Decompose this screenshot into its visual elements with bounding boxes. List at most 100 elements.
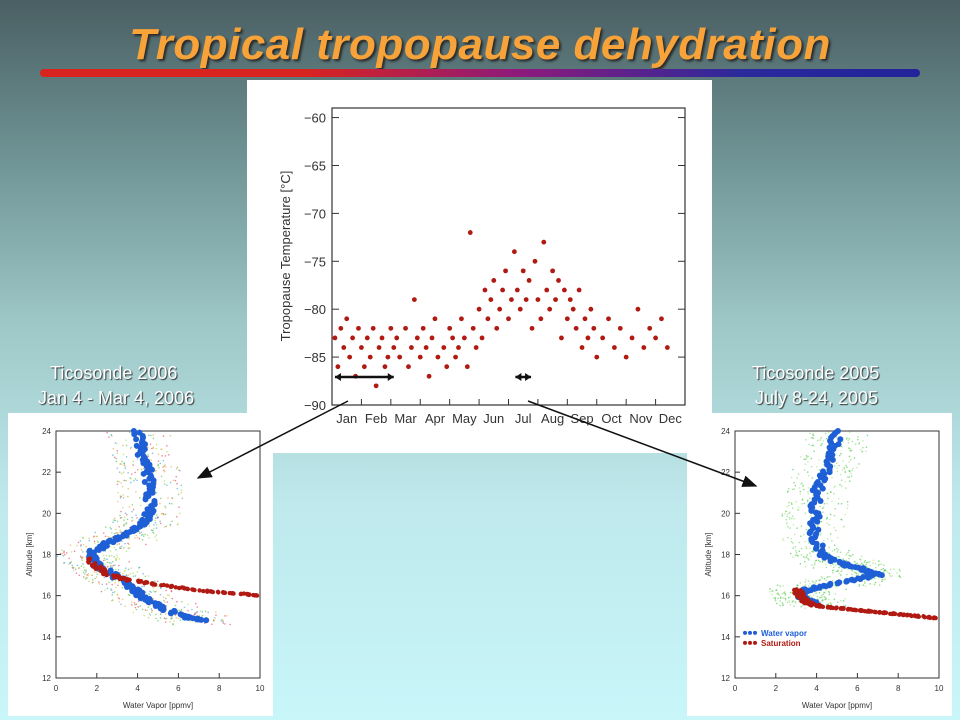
x-tick-label: 6 (855, 684, 860, 693)
data-point (556, 278, 561, 283)
data-point (544, 287, 550, 293)
data-point (867, 609, 872, 614)
data-point (222, 590, 228, 596)
data-point (149, 489, 156, 496)
data-point (86, 560, 92, 565)
data-point (819, 542, 826, 549)
data-point (164, 583, 170, 588)
data-point (464, 364, 470, 370)
y-tick-label: 20 (721, 509, 730, 518)
x-tick-label: Dec (659, 411, 683, 426)
data-point (841, 562, 848, 569)
data-point (826, 469, 833, 476)
data-point (370, 325, 376, 331)
data-point (359, 345, 364, 350)
data-point (491, 278, 497, 283)
data-point (125, 578, 130, 583)
data-point (409, 345, 414, 350)
x-tick-label: 6 (176, 684, 181, 693)
y-tick-label: 22 (721, 468, 730, 477)
data-point (814, 518, 821, 525)
x-tick-label: 0 (54, 684, 59, 693)
data-point (367, 354, 373, 360)
data-point (136, 579, 141, 585)
data-point (509, 297, 514, 303)
data-point (564, 316, 570, 322)
data-point (152, 582, 158, 587)
data-point (594, 354, 600, 360)
data-point (168, 584, 174, 590)
data-point (231, 591, 236, 596)
data-point (922, 615, 927, 620)
data-point (476, 306, 482, 312)
data-point (173, 585, 178, 590)
y-tick-label: 14 (721, 633, 730, 642)
data-point (659, 316, 664, 322)
data-point (356, 325, 361, 331)
data-point (641, 345, 647, 350)
x-tick-label: 4 (814, 684, 819, 693)
data-point (246, 592, 251, 598)
data-point (532, 258, 538, 264)
data-point (629, 335, 635, 341)
data-point (821, 477, 828, 484)
data-point (361, 364, 367, 370)
data-point (435, 354, 441, 360)
data-point (423, 345, 429, 350)
data-point (526, 278, 532, 283)
data-point (470, 325, 476, 331)
x-tick-label: 2 (774, 684, 779, 693)
data-point (858, 608, 864, 614)
data-point (376, 345, 382, 350)
right-caption-line2: July 8-24, 2005 (755, 388, 879, 408)
data-point (511, 249, 517, 255)
data-point (140, 470, 147, 477)
data-point (432, 316, 438, 322)
data-point (816, 552, 823, 559)
data-point (453, 354, 458, 360)
data-point (450, 335, 456, 341)
x-tick-label: 10 (256, 684, 265, 693)
data-point (570, 306, 576, 312)
data-point (635, 306, 641, 312)
data-point (653, 335, 658, 341)
data-point (364, 335, 370, 341)
data-point (117, 576, 122, 582)
data-point (927, 615, 933, 621)
x-tick-label: 4 (135, 684, 140, 693)
data-point (110, 539, 117, 546)
data-point (134, 451, 141, 458)
data-point (845, 607, 851, 612)
data-point (822, 583, 829, 590)
data-point (131, 431, 138, 438)
x-tick-label: Aug (541, 411, 564, 426)
data-point (391, 345, 397, 350)
data-point (523, 297, 529, 303)
y-tick-label: 22 (42, 468, 51, 477)
data-point (444, 364, 450, 370)
y-tick-label: 18 (721, 551, 730, 560)
chart-background (247, 80, 712, 453)
data-point (664, 345, 670, 350)
data-point (123, 584, 130, 591)
data-point (254, 593, 260, 598)
data-point (160, 607, 167, 614)
data-point (843, 578, 850, 585)
data-point (441, 345, 447, 350)
y-tick-label: −70 (304, 206, 326, 221)
y-tick-label: 16 (42, 592, 51, 601)
page-title: Tropical tropopause dehydration (129, 20, 831, 69)
x-tick-label: Feb (365, 411, 387, 426)
data-point (503, 268, 508, 274)
y-tick-label: −80 (304, 302, 326, 317)
data-point (482, 287, 488, 293)
y-tick-label: 24 (42, 427, 51, 436)
x-tick-label: Jun (483, 411, 504, 426)
data-point (830, 605, 835, 611)
data-point (347, 354, 353, 360)
data-point (350, 335, 355, 341)
data-point (904, 613, 910, 618)
